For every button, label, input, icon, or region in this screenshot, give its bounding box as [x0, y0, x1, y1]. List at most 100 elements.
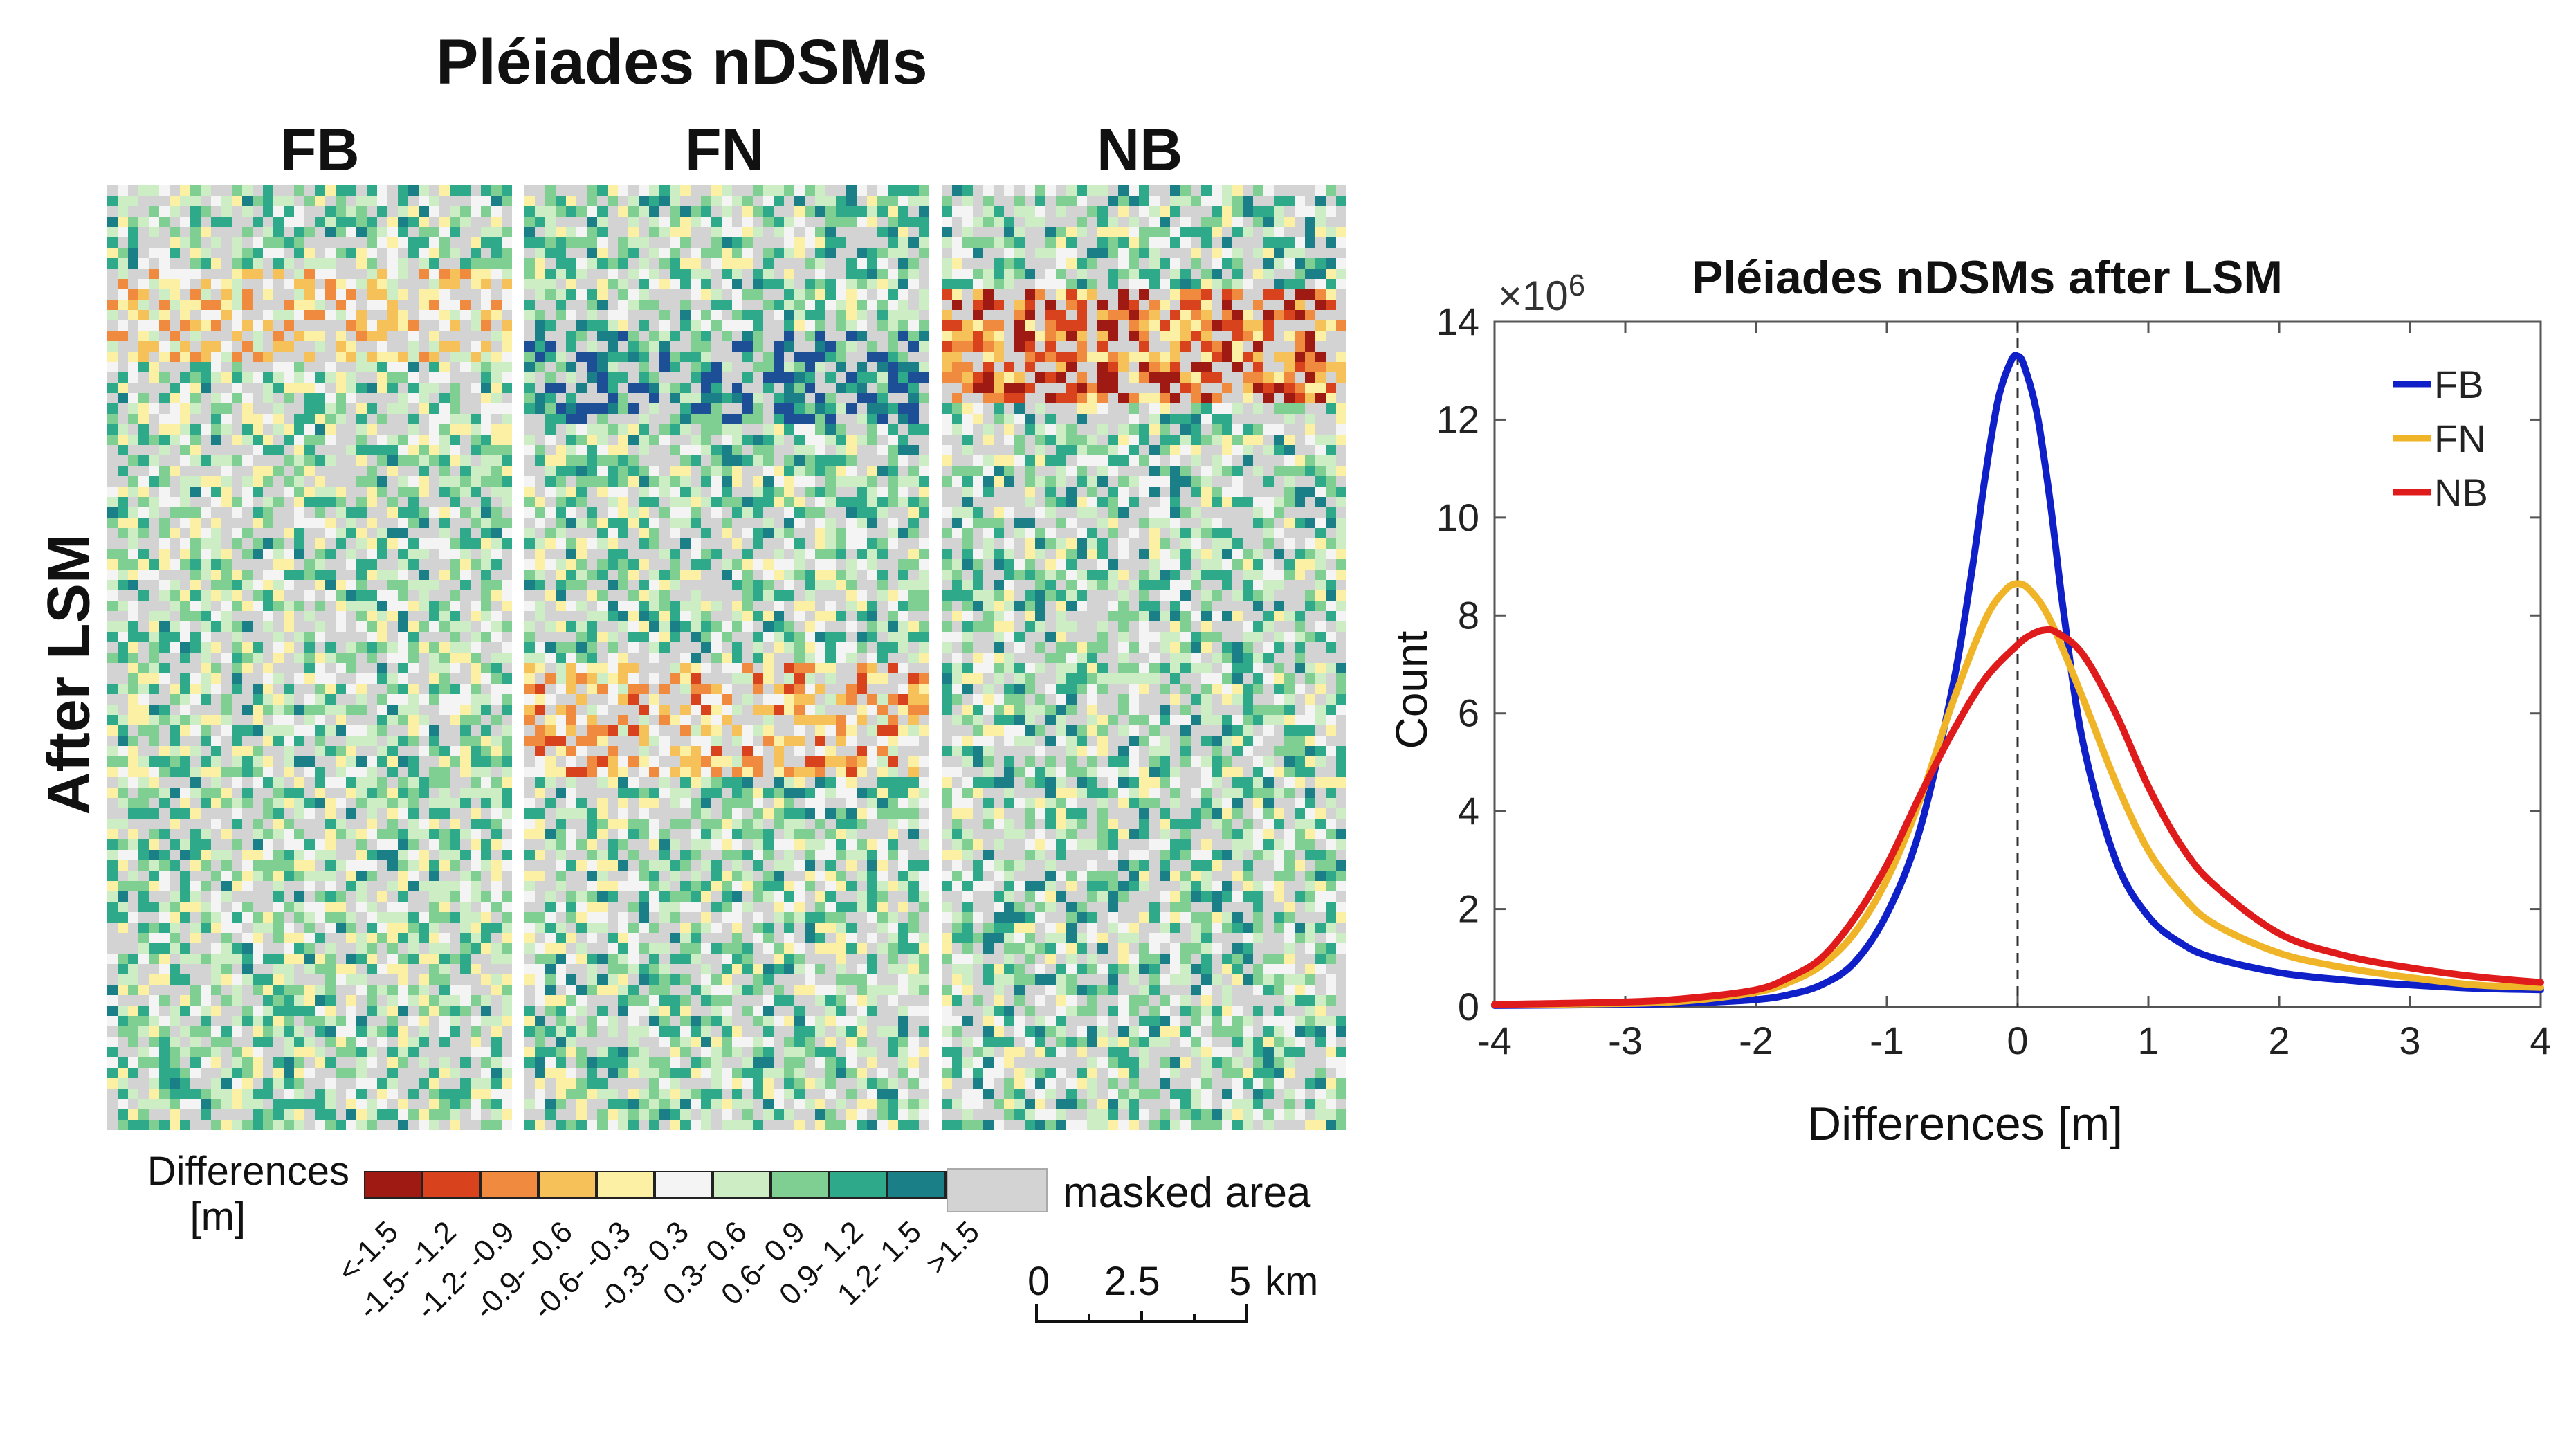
raster-cell [763, 383, 774, 393]
raster-cell [253, 487, 263, 497]
raster-cell [346, 1006, 356, 1016]
raster-cell [398, 1037, 408, 1047]
raster-cell [284, 487, 294, 497]
raster-cell [439, 217, 450, 227]
raster-cell [836, 248, 846, 258]
raster-cell [294, 798, 304, 808]
raster-cell [618, 528, 628, 538]
raster-cell [221, 871, 232, 881]
raster-cell [315, 943, 325, 954]
raster-cell [670, 518, 680, 528]
raster-cell [377, 788, 387, 798]
raster-cell [149, 964, 159, 974]
raster-cell [649, 487, 659, 497]
raster-cell [491, 788, 502, 798]
raster-cell [408, 590, 419, 601]
raster-cell [273, 839, 284, 850]
raster-cell [471, 279, 481, 289]
raster-cell [846, 185, 857, 196]
raster-cell [857, 476, 867, 487]
raster-cell [836, 445, 846, 455]
raster-cell [180, 736, 190, 746]
raster-cell [556, 424, 566, 435]
raster-cell [429, 559, 439, 570]
raster-cell [159, 1089, 170, 1099]
raster-cell [408, 341, 419, 352]
raster-cell [502, 974, 512, 985]
raster-cell [118, 206, 128, 217]
raster-cell [253, 435, 263, 445]
raster-cell [784, 227, 794, 237]
raster-cell [535, 445, 545, 455]
raster-cell [439, 445, 450, 455]
raster-cell [877, 487, 888, 497]
raster-cell [763, 289, 774, 300]
raster-cell [346, 611, 356, 621]
raster-cell [794, 424, 805, 435]
raster-cell [387, 424, 398, 435]
raster-cell [211, 819, 221, 829]
raster-cell [273, 455, 284, 466]
raster-cell [180, 684, 190, 694]
raster-cell [138, 808, 149, 819]
raster-cell [356, 705, 367, 715]
raster-cell [877, 237, 888, 248]
raster-cell [670, 269, 680, 279]
raster-cell [722, 518, 732, 528]
raster-cell [408, 642, 419, 653]
raster-cell [491, 705, 502, 715]
raster-cell [294, 777, 304, 788]
raster-cell [201, 985, 211, 995]
raster-cell [346, 725, 356, 736]
raster-cell [919, 206, 929, 217]
raster-cell [242, 788, 253, 798]
raster-cell [450, 694, 460, 705]
raster-cell [356, 860, 367, 871]
raster-cell [367, 1120, 377, 1130]
raster-cell [211, 403, 221, 414]
raster-cell [701, 227, 711, 237]
raster-cell [304, 985, 315, 995]
raster-cell [356, 403, 367, 414]
raster-cell [377, 455, 387, 466]
raster-cell [138, 611, 149, 621]
raster-cell [180, 497, 190, 507]
raster-cell [356, 871, 367, 881]
raster-cell [763, 279, 774, 289]
raster-cell [639, 559, 649, 570]
raster-cell [253, 902, 263, 912]
raster-cell [377, 372, 387, 383]
raster-cell [439, 300, 450, 310]
raster-cell [180, 269, 190, 279]
raster-cell [429, 788, 439, 798]
raster-cell [149, 570, 159, 580]
raster-cell [659, 538, 670, 549]
raster-cell [367, 414, 377, 424]
raster-cell [639, 476, 649, 487]
raster-cell [325, 362, 336, 372]
raster-cell [867, 362, 877, 372]
raster-cell [732, 289, 742, 300]
raster-cell [587, 362, 597, 372]
raster-cell [253, 476, 263, 487]
raster-cell [491, 320, 502, 331]
raster-cell [211, 829, 221, 839]
raster-cell [367, 518, 377, 528]
raster-cell [711, 352, 722, 362]
raster-cell [325, 767, 336, 777]
raster-cell [242, 715, 253, 725]
raster-cell [107, 1037, 118, 1047]
raster-cell [398, 258, 408, 269]
raster-cell [107, 466, 118, 476]
raster-cell [450, 331, 460, 341]
raster-cell [367, 538, 377, 549]
raster-cell [387, 715, 398, 725]
raster-cell [398, 383, 408, 393]
raster-cell [315, 196, 325, 206]
raster-cell [908, 279, 919, 289]
raster-cell [118, 196, 128, 206]
raster-cell [491, 383, 502, 393]
raster-cell [221, 798, 232, 808]
raster-cell [450, 923, 460, 933]
raster-cell [587, 559, 597, 570]
